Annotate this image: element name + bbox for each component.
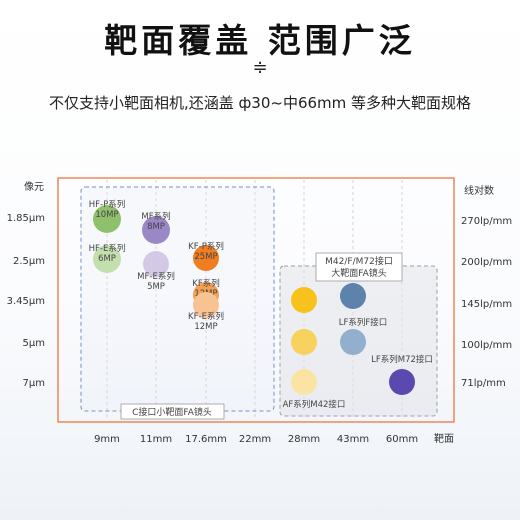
- data-point-7: [291, 287, 317, 313]
- data-point-10: [340, 283, 366, 309]
- data-point-label-9-0: AF系列M42接口: [283, 399, 346, 410]
- y-tick-label-4: 7μm: [23, 378, 45, 389]
- data-point-6: [193, 292, 219, 318]
- x-tick-label-4: 28mm: [288, 434, 320, 445]
- y2-tick-label-4: 71lp/mm: [461, 378, 506, 389]
- page-subtitle: 不仅支持小靶面相机,还涵盖 ф30~中66mm 等多种大靶面规格: [48, 94, 472, 112]
- data-point-11: [340, 329, 366, 355]
- data-point-label-2-1: 8MP: [147, 222, 165, 232]
- data-point-label-6-1: 12MP: [194, 322, 217, 332]
- data-point-1: [93, 245, 121, 273]
- data-point-label-3-1: 5MP: [147, 282, 165, 292]
- x-tick-label-0: 9mm: [94, 434, 120, 445]
- data-point-4: [193, 245, 219, 271]
- data-point-label-5-0: KF系列: [192, 278, 219, 289]
- data-point-label-0-0: HF-P系列: [89, 199, 125, 210]
- data-point-8: [291, 329, 317, 355]
- data-point-9: [291, 369, 317, 395]
- y-tick-label-1: 2.5μm: [13, 256, 45, 267]
- y-tick-label-3: 5μm: [23, 338, 45, 349]
- data-point-label-2-0: MF系列: [141, 211, 170, 222]
- data-point-label-12-0: LF系列M72接口: [371, 354, 433, 365]
- data-point-label-0-1: 10MP: [95, 210, 118, 220]
- group-label-large-format-line1: M42/F/M72接口: [325, 255, 393, 267]
- group-label-large-format-box: [315, 252, 403, 282]
- group-label-c-mount: C接口小靶面FA镜头: [132, 406, 212, 418]
- y2-tick-label-2: 145lp/mm: [461, 299, 512, 310]
- data-point-label-6-0: KF-E系列: [188, 311, 224, 322]
- x-tick-label-2: 17.6mm: [185, 434, 227, 445]
- data-point-label-1-1: 6MP: [98, 254, 116, 264]
- left-axis-title: 像元: [24, 181, 44, 193]
- data-point-label-1-0: HF-E系列: [89, 243, 126, 254]
- x-tick-label-1: 11mm: [140, 434, 172, 445]
- y-tick-label-0: 1.85μm: [7, 213, 45, 224]
- data-point-label-4-0: KF-P系列: [188, 241, 224, 252]
- data-point-0: [93, 205, 121, 233]
- right-axis-title: 线对数: [464, 184, 494, 197]
- title-mark: ≑: [252, 57, 268, 78]
- y2-tick-label-1: 200lp/mm: [461, 257, 512, 268]
- data-point-label-3-0: MF-E系列: [137, 271, 175, 282]
- x-tick-label-5: 43mm: [337, 434, 369, 445]
- data-point-2: [142, 216, 170, 244]
- page-title: 靶面覆盖 范围广泛: [104, 21, 416, 60]
- data-point-label-4-1: 25MP: [194, 252, 217, 262]
- y2-tick-label-3: 100lp/mm: [461, 340, 512, 351]
- group-label-large-format-line2: 大靶面FA镜头: [331, 267, 387, 279]
- group-label-c-mount-box: [120, 403, 225, 420]
- data-point-12: [389, 369, 415, 395]
- data-point-3: [143, 251, 169, 277]
- x-tick-label-6: 60mm: [386, 434, 418, 445]
- x-axis-title: 靶面: [434, 432, 454, 445]
- plot-frame: [57, 177, 455, 423]
- x-tick-label-3: 22mm: [239, 434, 271, 445]
- y2-tick-label-0: 270lp/mm: [461, 216, 512, 227]
- y-tick-label-2: 3.45μm: [7, 296, 45, 307]
- data-point-label-11-0: LF系列F接口: [339, 317, 388, 328]
